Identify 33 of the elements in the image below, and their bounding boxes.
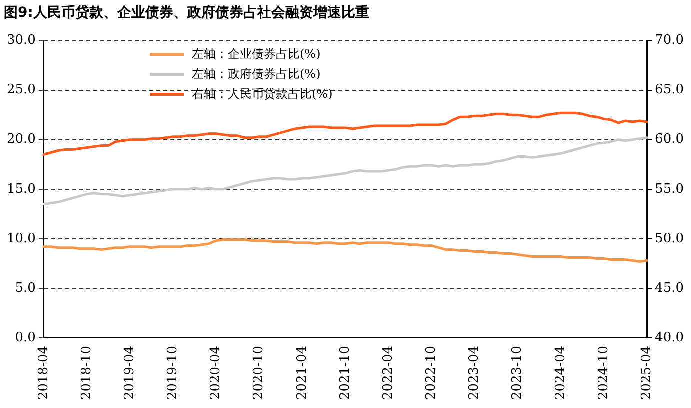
x-tick-label: 2018-04 (36, 346, 52, 400)
x-tick-label: 2018-10 (79, 346, 94, 400)
y2-tick-label: 60.0 (655, 132, 684, 148)
y2-tick-label: 50.0 (655, 231, 684, 246)
legend-label: 左轴：企业债券占比(%) (192, 46, 321, 62)
x-tick-label: 2022-10 (424, 346, 440, 400)
x-tick-label: 2020-10 (252, 346, 267, 400)
x-tick-label: 2021-10 (338, 346, 353, 400)
x-tick-label: 2022-04 (380, 346, 396, 400)
x-tick-label: 2023-10 (510, 346, 526, 400)
y-tick-label: 5.0 (15, 280, 36, 296)
chart-title: 图9:人民币贷款、企业债券、政府债券占社会融资增速比重 (4, 4, 370, 22)
x-tick-label: 2021-04 (294, 346, 310, 400)
x-tick-label: 2024-04 (553, 346, 568, 400)
x-tick-label: 2025-04 (639, 346, 654, 400)
y2-tick-label: 65.0 (655, 82, 684, 98)
legend-label: 右轴：人民币贷款占比(%) (192, 86, 333, 102)
y-tick-label: 10.0 (6, 231, 36, 246)
y-tick-label: 15.0 (6, 182, 36, 197)
y-tick-label: 30.0 (6, 33, 36, 48)
y2-tick-label: 55.0 (655, 182, 684, 197)
legend-label: 左轴：政府债券占比(%) (192, 66, 321, 82)
y-tick-label: 25.0 (6, 82, 36, 98)
x-tick-label: 2024-10 (596, 346, 612, 400)
x-tick-label: 2019-04 (122, 346, 138, 400)
y2-tick-label: 40.0 (655, 330, 684, 346)
y2-tick-label: 45.0 (655, 280, 684, 296)
y-tick-label: 0.0 (15, 330, 36, 346)
x-tick-label: 2020-04 (208, 346, 224, 400)
y-tick-label: 20.0 (6, 132, 36, 148)
x-tick-label: 2019-10 (166, 346, 181, 400)
x-tick-label: 2023-04 (467, 346, 482, 400)
y2-tick-label: 70.0 (655, 33, 684, 48)
